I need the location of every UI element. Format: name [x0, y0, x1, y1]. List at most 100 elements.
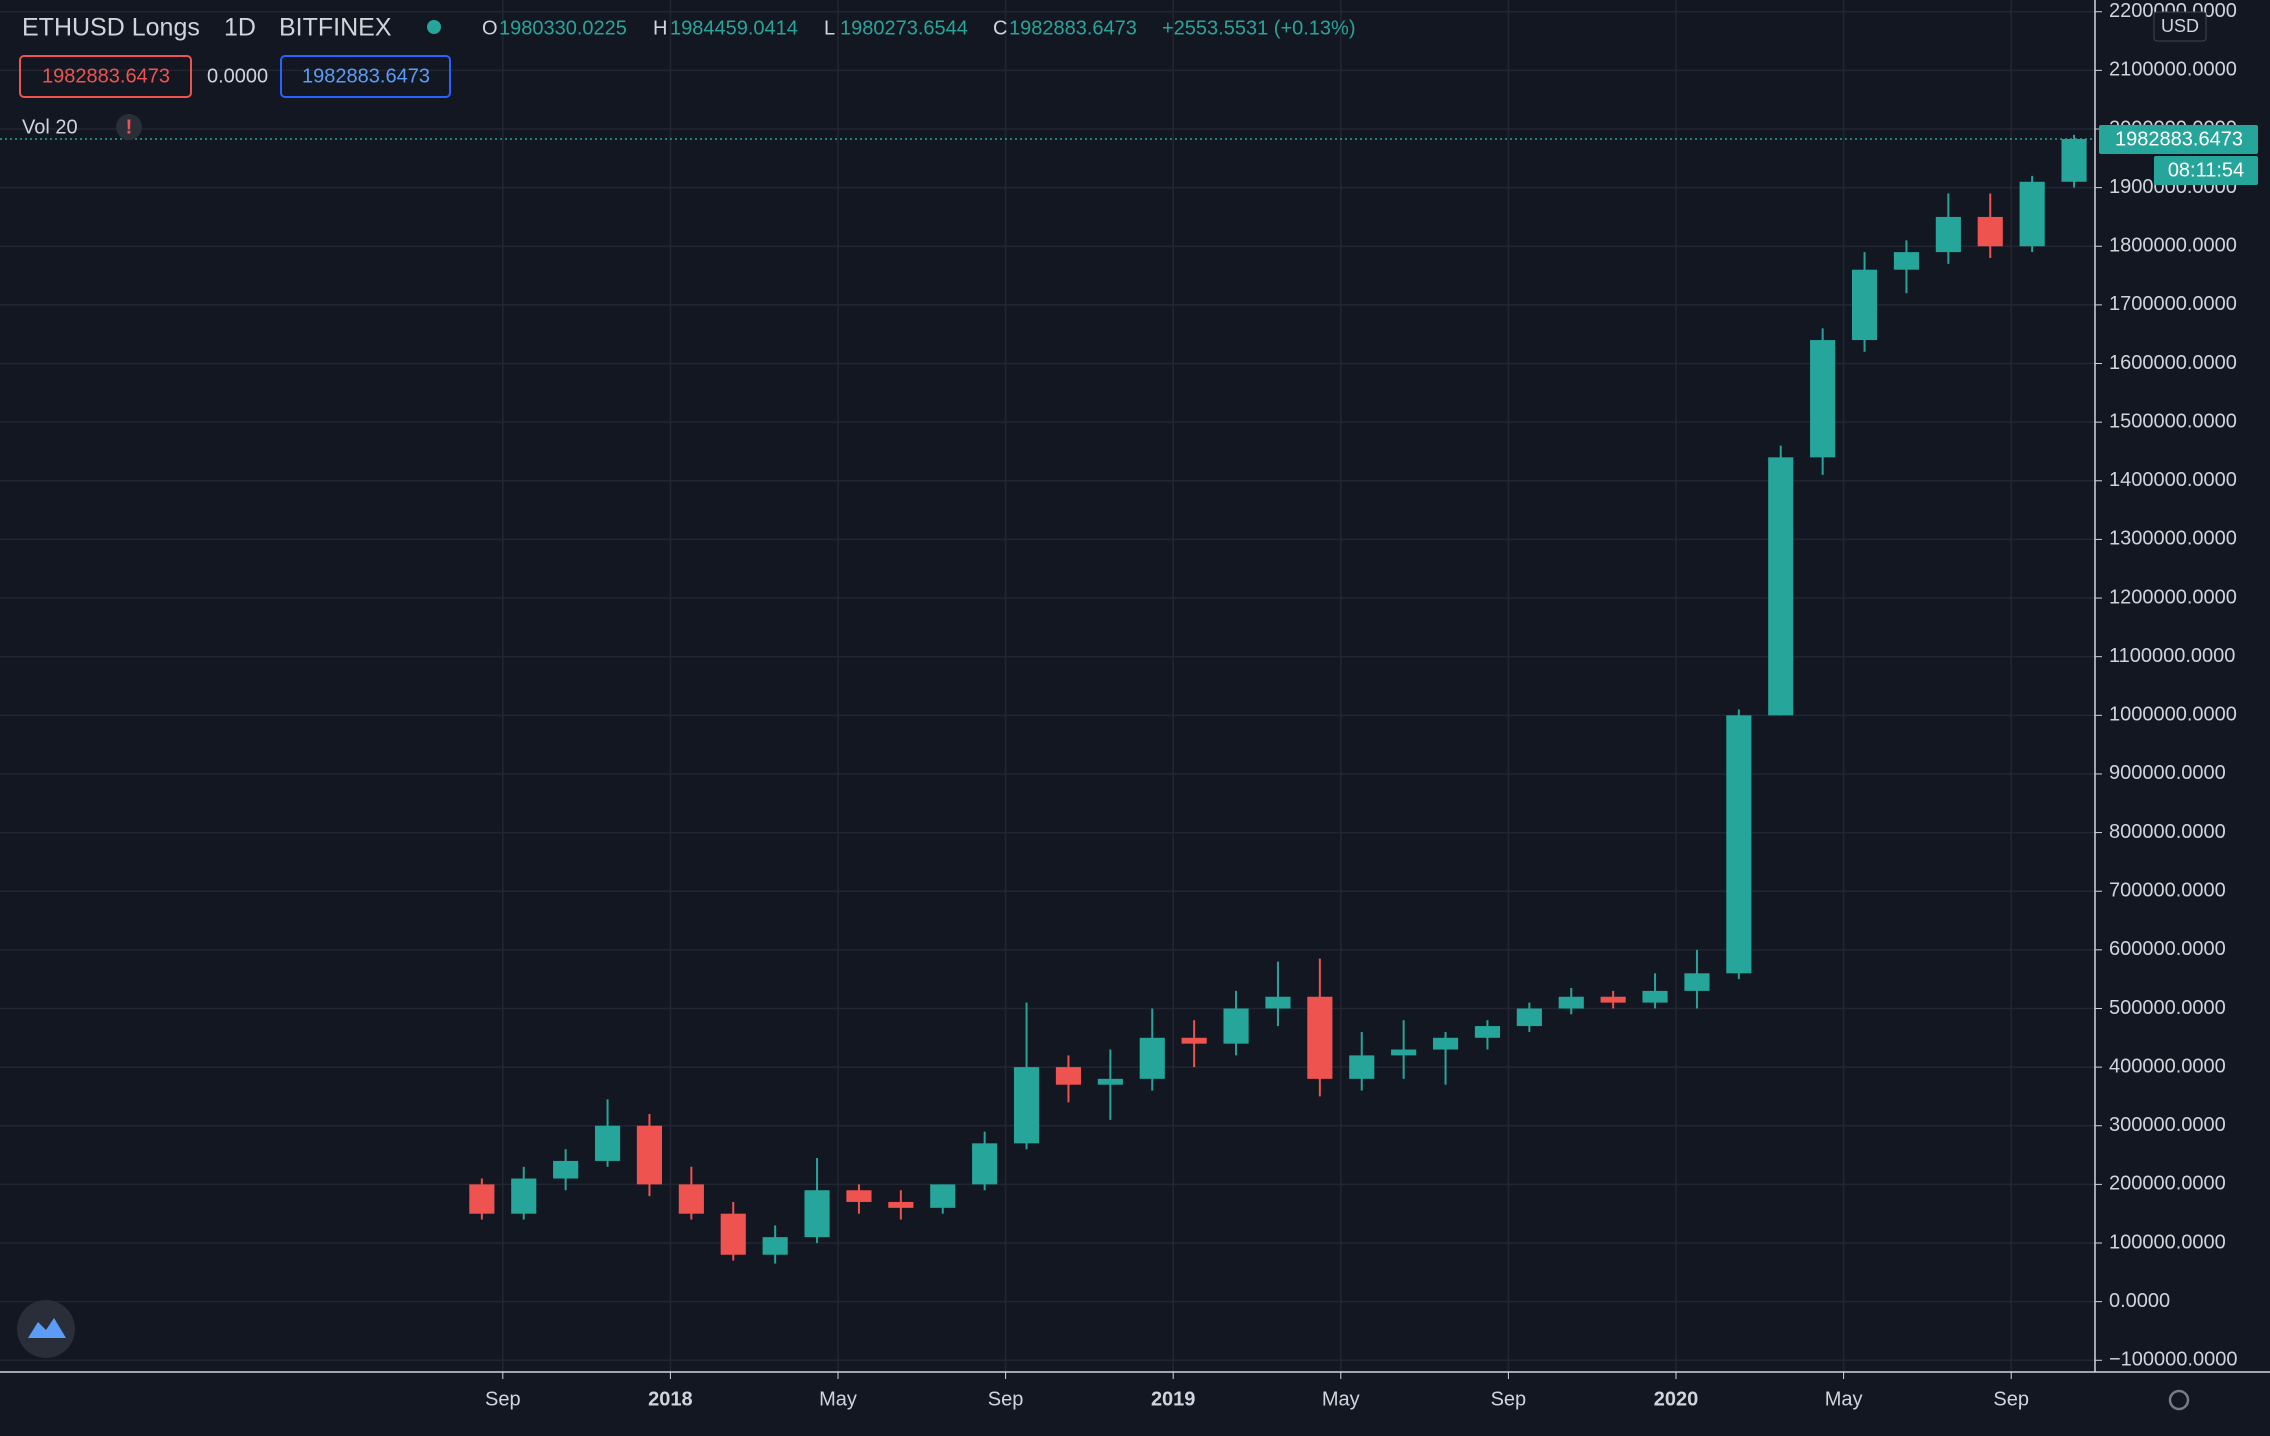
indicator[interactable]: Vol 20	[22, 116, 78, 138]
x-tick-label: Sep	[485, 1388, 521, 1410]
symbol[interactable]: ETHUSD Longs	[22, 14, 200, 42]
candle-body	[1726, 715, 1752, 974]
candle-body	[636, 1125, 663, 1185]
sell-price[interactable]: 1982883.6473	[42, 65, 170, 87]
candle-body	[1977, 216, 2003, 247]
candle-body	[1684, 973, 1710, 991]
y-tick-label: 1600000.0000	[2109, 352, 2237, 374]
logo-icon	[28, 1318, 66, 1338]
y-tick-label: 1400000.0000	[2109, 469, 2237, 491]
candle-body	[720, 1213, 746, 1255]
x-tick-label: Sep	[988, 1388, 1024, 1410]
y-tick-label: 300000.0000	[2109, 1114, 2226, 1136]
candle-body	[2019, 181, 2045, 247]
interval[interactable]: 1D	[224, 14, 256, 42]
currency-box[interactable]	[2153, 11, 2207, 42]
candle-body	[511, 1178, 537, 1214]
y-tick-label: 1000000.0000	[2109, 704, 2237, 726]
candle-body	[1432, 1037, 1459, 1050]
candle-body	[678, 1184, 704, 1214]
y-tick-label: 1300000.0000	[2109, 528, 2237, 550]
candle-body	[1516, 1008, 1542, 1027]
exchange[interactable]: BITFINEX	[279, 14, 392, 42]
x-tick-label: 2019	[1151, 1388, 1196, 1410]
candle-body	[1558, 996, 1584, 1009]
candle-body	[594, 1125, 621, 1161]
y-tick-label: 0.0000	[2109, 1290, 2170, 1312]
x-tick-label: May	[1825, 1388, 1863, 1410]
x-tick-label: Sep	[1491, 1388, 1527, 1410]
candle-body	[762, 1237, 788, 1255]
y-tick-label: 1800000.0000	[2109, 235, 2237, 257]
x-tick-label: 2020	[1654, 1388, 1699, 1410]
y-tick-label: 100000.0000	[2109, 1231, 2226, 1253]
candle-body	[972, 1143, 998, 1185]
candle-body	[1223, 1008, 1249, 1044]
last-price-box	[2099, 125, 2258, 155]
candle-body	[1810, 340, 1836, 458]
x-tick-label: Sep	[1993, 1388, 2029, 1410]
buy-price[interactable]: 1982883.6473	[302, 65, 430, 87]
candle-body	[1893, 252, 1920, 270]
x-tick-label: May	[1322, 1388, 1360, 1410]
change: +2553.5531 (+0.13%)	[1162, 17, 1356, 39]
candle-body	[1391, 1049, 1417, 1056]
y-tick-label: 1100000.0000	[2109, 645, 2235, 667]
warning-icon[interactable]	[116, 114, 142, 140]
candle-body	[1935, 216, 1961, 253]
y-tick-label: 500000.0000	[2109, 997, 2226, 1019]
candle-body	[930, 1184, 956, 1208]
logo[interactable]	[17, 1300, 75, 1358]
candle-body	[1474, 1026, 1501, 1038]
y-tick-label: 600000.0000	[2109, 938, 2226, 960]
y-tick-label: −100000.0000	[2109, 1349, 2237, 1371]
candle-body	[1181, 1037, 1207, 1044]
candle-body	[1768, 457, 1794, 716]
candle-body	[469, 1184, 495, 1214]
candle-body	[1600, 996, 1626, 1003]
candle-body	[1851, 269, 1878, 341]
ohlc-value: 1980273.6544	[840, 17, 968, 39]
candle-body	[1265, 996, 1291, 1009]
candle-body	[553, 1160, 579, 1179]
sell-box[interactable]	[19, 55, 192, 98]
warning-mark: !	[126, 116, 133, 138]
candle-body	[1055, 1067, 1082, 1085]
buy-box[interactable]	[280, 55, 451, 98]
y-tick-label: 900000.0000	[2109, 762, 2226, 784]
candle-body	[1642, 990, 1668, 1003]
spread: 0.0000	[207, 65, 268, 87]
ohlc-value: 1980330.0225	[499, 17, 627, 39]
ohlc-key: C	[993, 17, 1007, 39]
y-tick-label: 700000.0000	[2109, 879, 2226, 901]
candle-body	[1097, 1078, 1123, 1085]
y-tick-label: 1700000.0000	[2109, 293, 2237, 315]
ohlc-value: 1984459.0414	[670, 17, 798, 39]
ohlc-key: O	[482, 17, 498, 39]
y-tick-label: 200000.0000	[2109, 1173, 2226, 1195]
candle-body	[1013, 1067, 1040, 1144]
candle-body	[1139, 1037, 1165, 1079]
ohlc-key: L	[824, 17, 835, 39]
candle-body	[804, 1190, 830, 1238]
x-tick-label: May	[819, 1388, 857, 1410]
status-dot	[427, 20, 441, 34]
y-tick-label: 2100000.0000	[2109, 59, 2237, 81]
y-tick-label: 400000.0000	[2109, 1055, 2226, 1077]
last-price-label: 1982883.6473	[2115, 128, 2243, 150]
candle-body	[888, 1201, 914, 1208]
x-tick-label: 2018	[648, 1388, 693, 1410]
y-tick-label: 1200000.0000	[2109, 586, 2237, 608]
ohlc-value: 1982883.6473	[1009, 17, 1137, 39]
candle-body	[1349, 1055, 1375, 1079]
countdown-box	[2154, 156, 2258, 186]
countdown: 08:11:54	[2168, 159, 2244, 181]
settings-icon[interactable]	[2168, 1389, 2190, 1411]
y-tick-label: 800000.0000	[2109, 821, 2226, 843]
currency[interactable]: USD	[2161, 16, 2199, 36]
candle-body	[846, 1190, 872, 1202]
ohlc-key: H	[653, 17, 667, 39]
candle-body	[1307, 996, 1333, 1079]
y-tick-label: 1500000.0000	[2109, 410, 2237, 432]
